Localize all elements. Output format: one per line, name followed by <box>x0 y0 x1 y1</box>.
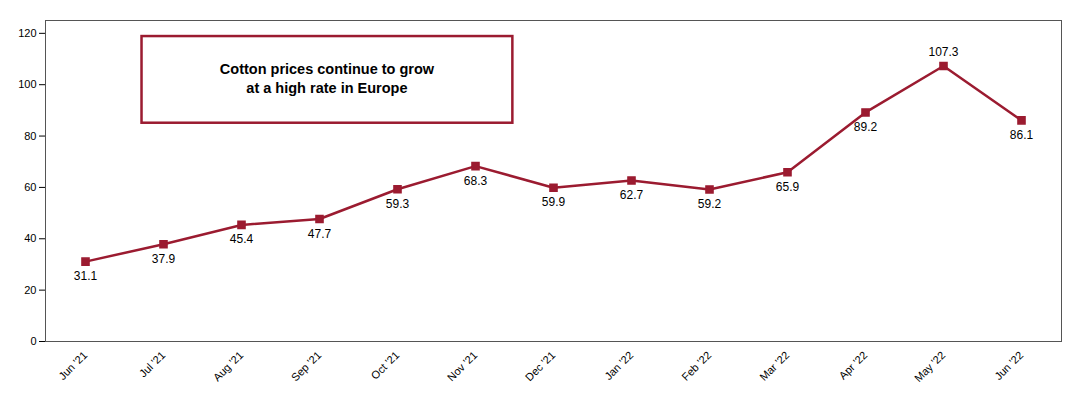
svg-text:107.3: 107.3 <box>928 45 958 59</box>
svg-text:Aug '21: Aug '21 <box>211 349 246 384</box>
svg-text:80: 80 <box>24 130 36 142</box>
svg-text:Nov '21: Nov '21 <box>445 349 480 384</box>
svg-text:59.3: 59.3 <box>386 197 410 211</box>
svg-text:Jul '21: Jul '21 <box>137 349 168 380</box>
svg-text:59.2: 59.2 <box>698 197 722 211</box>
svg-text:Jan '22: Jan '22 <box>602 349 635 382</box>
svg-text:62.7: 62.7 <box>620 188 644 202</box>
svg-text:65.9: 65.9 <box>776 180 800 194</box>
svg-text:Apr '22: Apr '22 <box>837 349 870 382</box>
svg-text:86.1: 86.1 <box>1010 128 1034 142</box>
svg-text:Jun '22: Jun '22 <box>992 349 1025 382</box>
svg-text:31.1: 31.1 <box>74 269 98 283</box>
svg-text:89.2: 89.2 <box>854 120 878 134</box>
svg-text:0: 0 <box>30 335 36 347</box>
svg-text:Mar '22: Mar '22 <box>757 349 791 383</box>
svg-text:Cotton prices continue to grow: Cotton prices continue to growat a high … <box>220 61 435 96</box>
svg-text:120: 120 <box>18 27 36 39</box>
svg-text:100: 100 <box>18 78 36 90</box>
svg-text:59.9: 59.9 <box>542 195 566 209</box>
svg-text:37.9: 37.9 <box>152 252 176 266</box>
svg-text:60: 60 <box>24 181 36 193</box>
svg-text:Feb '22: Feb '22 <box>679 349 713 383</box>
svg-text:May '22: May '22 <box>912 349 947 384</box>
svg-text:Jun '21: Jun '21 <box>56 349 89 382</box>
svg-text:Sep '21: Sep '21 <box>289 349 324 384</box>
svg-text:45.4: 45.4 <box>230 232 254 246</box>
svg-text:Dec '21: Dec '21 <box>523 349 558 384</box>
svg-text:Oct '21: Oct '21 <box>369 349 402 382</box>
svg-text:40: 40 <box>24 232 36 244</box>
svg-text:47.7: 47.7 <box>308 227 332 241</box>
svg-text:20: 20 <box>24 284 36 296</box>
svg-text:68.3: 68.3 <box>464 174 488 188</box>
